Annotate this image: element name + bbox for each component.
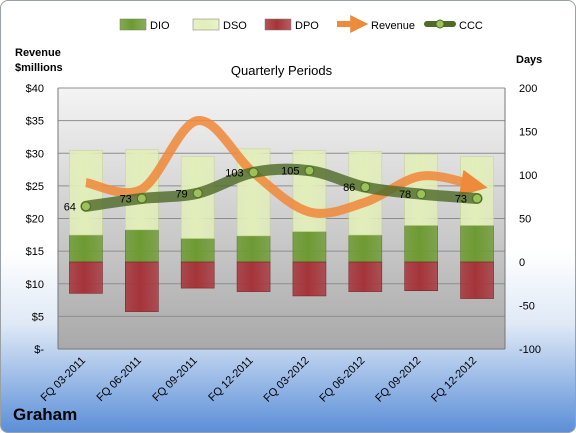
ccc-point [472, 193, 483, 204]
ccc-data-label: 103 [225, 167, 243, 179]
dpo-bar [180, 261, 215, 289]
left-tick-label: $40 [26, 83, 44, 95]
left-tick-label: $5 [32, 311, 44, 323]
legend-label-dpo: DPO [295, 20, 319, 32]
x-tick-label: FQ 03-2012 [262, 355, 312, 405]
ccc-data-label: 64 [64, 201, 76, 213]
dpo-bar [460, 261, 494, 299]
company-name: Graham [13, 405, 78, 424]
ccc-data-label: 78 [399, 189, 411, 201]
left-axis-label-unit: $millions [15, 62, 63, 74]
dio-bar [404, 225, 438, 263]
ccc-point [136, 193, 147, 204]
ccc-data-label: 86 [343, 182, 355, 194]
dso-bar [69, 150, 103, 236]
right-tick-label: -50 [519, 301, 535, 313]
dio-bar [180, 238, 215, 263]
right-tick-label: -100 [519, 344, 541, 356]
dpo-bar [69, 261, 103, 294]
ccc-data-label: 73 [120, 193, 132, 205]
left-tick-label: $- [34, 344, 44, 356]
ccc-data-label: 79 [175, 188, 187, 200]
ccc-point [304, 165, 315, 176]
left-axis-label: Revenue [15, 47, 61, 59]
right-tick-label: 200 [519, 83, 537, 95]
legend-label-ccc: CCC [459, 20, 483, 32]
x-tick-label: FQ 06-2011 [95, 355, 144, 404]
right-tick-label: 0 [519, 257, 525, 269]
dio-bar [125, 229, 159, 263]
x-tick-label: FQ 09-2011 [150, 355, 199, 404]
left-tick-label: $25 [26, 181, 44, 193]
legend-swatch-dpo [264, 18, 292, 31]
legend-label-revenue: Revenue [371, 20, 415, 32]
revenue-line [84, 116, 488, 218]
ccc-point [80, 201, 91, 212]
legend-label-dso: DSO [223, 20, 247, 32]
dio-bar [236, 235, 271, 263]
ccc-point [248, 167, 259, 178]
left-tick-label: $30 [26, 148, 44, 160]
legend-swatch-dio [119, 18, 147, 31]
right-tick-label: 50 [519, 214, 531, 226]
dio-bar [69, 234, 103, 263]
ccc-point [360, 182, 371, 193]
ccc-data-label: 73 [455, 193, 467, 205]
ccc-data-label: 105 [281, 166, 299, 178]
dpo-bar [125, 261, 159, 312]
legend-label-dio: DIO [150, 20, 170, 32]
legend-ccc-marker [435, 19, 445, 29]
dpo-bar [236, 261, 271, 292]
dio-bar [460, 225, 494, 263]
ccc-point [192, 188, 203, 199]
left-tick-label: $10 [26, 279, 44, 291]
right-axis-label: Days [516, 54, 542, 66]
x-tick-label: FQ 09-2012 [373, 355, 423, 405]
legend-swatch-dso [192, 18, 220, 31]
left-tick-label: $15 [26, 246, 44, 258]
x-tick-label: FQ 03-2011 [39, 355, 88, 404]
x-tick-label: FQ 06-2012 [317, 355, 367, 405]
dio-bar [292, 231, 327, 263]
left-tick-label: $20 [26, 214, 44, 226]
dso-bar [292, 150, 327, 232]
dpo-bar [292, 261, 327, 297]
dso-bar [460, 156, 494, 226]
chart-title: Quarterly Periods [231, 63, 333, 78]
dio-bar [348, 234, 383, 263]
x-tick-label: FQ 12-2011 [206, 355, 255, 404]
x-tick-label: FQ 12-2012 [429, 355, 479, 405]
right-tick-label: 100 [519, 170, 537, 182]
left-tick-label: $35 [26, 116, 44, 128]
ccc-point [416, 189, 427, 200]
dpo-bar [404, 261, 438, 292]
right-tick-label: 150 [519, 127, 537, 139]
dpo-bar [348, 261, 383, 292]
